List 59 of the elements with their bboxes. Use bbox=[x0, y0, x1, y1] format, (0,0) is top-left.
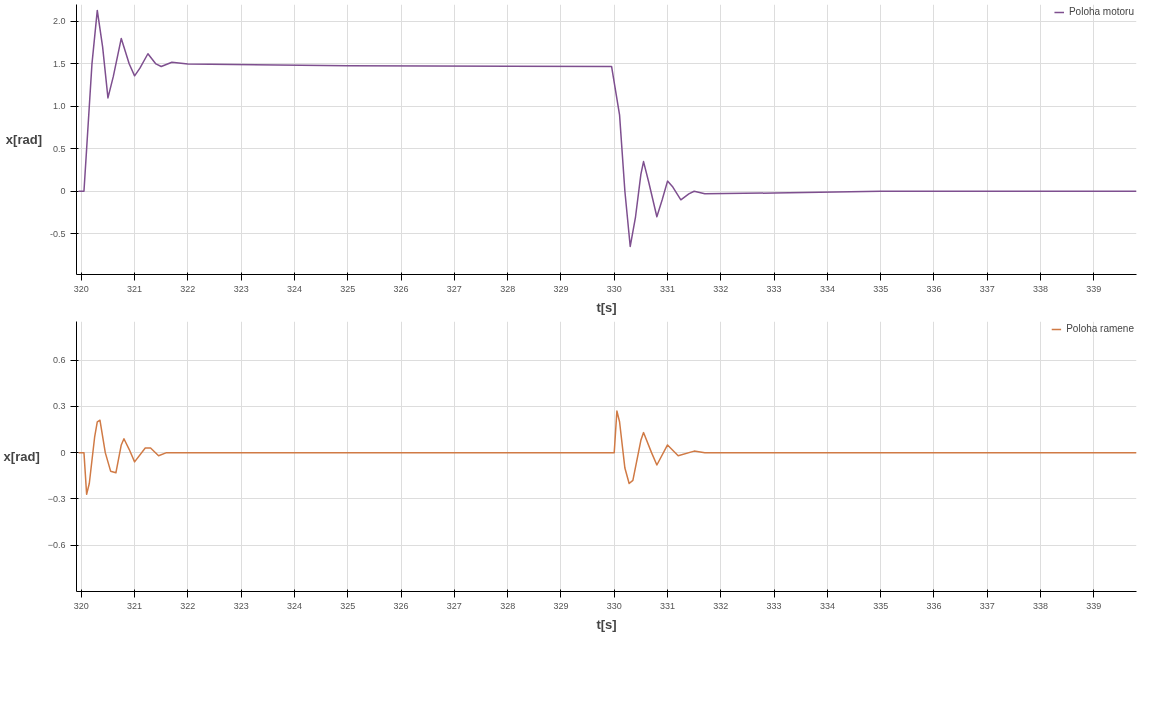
y-tick-label: 0 bbox=[60, 447, 66, 458]
y-tick-label: −0.3 bbox=[47, 493, 66, 504]
x-tick-label: 326 bbox=[393, 600, 409, 611]
y-axis-title: x[rad] bbox=[3, 449, 40, 464]
x-tick-label: 336 bbox=[926, 600, 942, 611]
legend-label: Poloha ramene bbox=[1066, 323, 1134, 334]
x-tick-label: 321 bbox=[127, 600, 143, 611]
x-tick-label: 322 bbox=[180, 283, 196, 294]
x-tick-label: 330 bbox=[606, 283, 622, 294]
x-tick-label: 323 bbox=[233, 283, 249, 294]
x-tick-label: 338 bbox=[1033, 600, 1049, 611]
x-tick-label: 329 bbox=[553, 283, 569, 294]
y-tick-label: 1.0 bbox=[52, 101, 66, 112]
x-tick-label: 328 bbox=[500, 600, 516, 611]
y-tick-label: 0.5 bbox=[52, 143, 66, 154]
y-tick-label: -0.5 bbox=[49, 228, 66, 239]
x-tick-label: 326 bbox=[393, 283, 409, 294]
y-tick-label: 0 bbox=[60, 186, 66, 197]
line-series bbox=[77, 410, 1137, 496]
x-tick-label: 325 bbox=[340, 600, 356, 611]
x-tick-label: 322 bbox=[180, 600, 196, 611]
x-tick-label: 327 bbox=[446, 600, 462, 611]
x-tick-label: 339 bbox=[1086, 283, 1102, 294]
x-tick-label: 330 bbox=[606, 600, 622, 611]
x-tick-label: 332 bbox=[713, 600, 729, 611]
y-tick-label: 0.3 bbox=[52, 401, 66, 412]
x-axis-title: t[s] bbox=[596, 616, 617, 632]
legend-label: Poloha motoru bbox=[1068, 6, 1134, 17]
x-tick-label: 335 bbox=[873, 600, 889, 611]
x-tick-label: 337 bbox=[979, 283, 995, 294]
y-axis-title: x[rad] bbox=[5, 132, 42, 147]
x-tick-label: 335 bbox=[873, 283, 889, 294]
line-series bbox=[77, 9, 1137, 248]
y-tick-label: −0.6 bbox=[47, 540, 66, 551]
x-tick-label: 320 bbox=[73, 283, 89, 294]
x-tick-label: 331 bbox=[660, 600, 676, 611]
x-tick-label: 332 bbox=[713, 283, 729, 294]
x-tick-label: 327 bbox=[446, 283, 462, 294]
x-tick-label: 323 bbox=[233, 600, 249, 611]
x-tick-label: 329 bbox=[553, 600, 569, 611]
x-tick-label: 339 bbox=[1086, 600, 1102, 611]
x-tick-label: 333 bbox=[766, 283, 782, 294]
y-tick-label: 2.0 bbox=[52, 16, 66, 27]
x-tick-label: 320 bbox=[73, 600, 89, 611]
x-tick-label: 334 bbox=[819, 600, 835, 611]
x-tick-label: 328 bbox=[500, 283, 516, 294]
y-tick-label: 1.5 bbox=[52, 58, 66, 69]
x-tick-label: 336 bbox=[926, 283, 942, 294]
x-tick-label: 324 bbox=[286, 600, 302, 611]
x-tick-label: 338 bbox=[1033, 283, 1049, 294]
x-tick-label: 334 bbox=[819, 283, 835, 294]
x-tick-label: 325 bbox=[340, 283, 356, 294]
x-tick-label: 333 bbox=[766, 600, 782, 611]
x-axis-title: t[s] bbox=[596, 299, 617, 315]
x-tick-label: 337 bbox=[979, 600, 995, 611]
x-tick-label: 321 bbox=[127, 283, 143, 294]
x-tick-label: 324 bbox=[286, 283, 302, 294]
y-tick-label: 0.6 bbox=[52, 355, 66, 366]
x-tick-label: 331 bbox=[660, 283, 676, 294]
